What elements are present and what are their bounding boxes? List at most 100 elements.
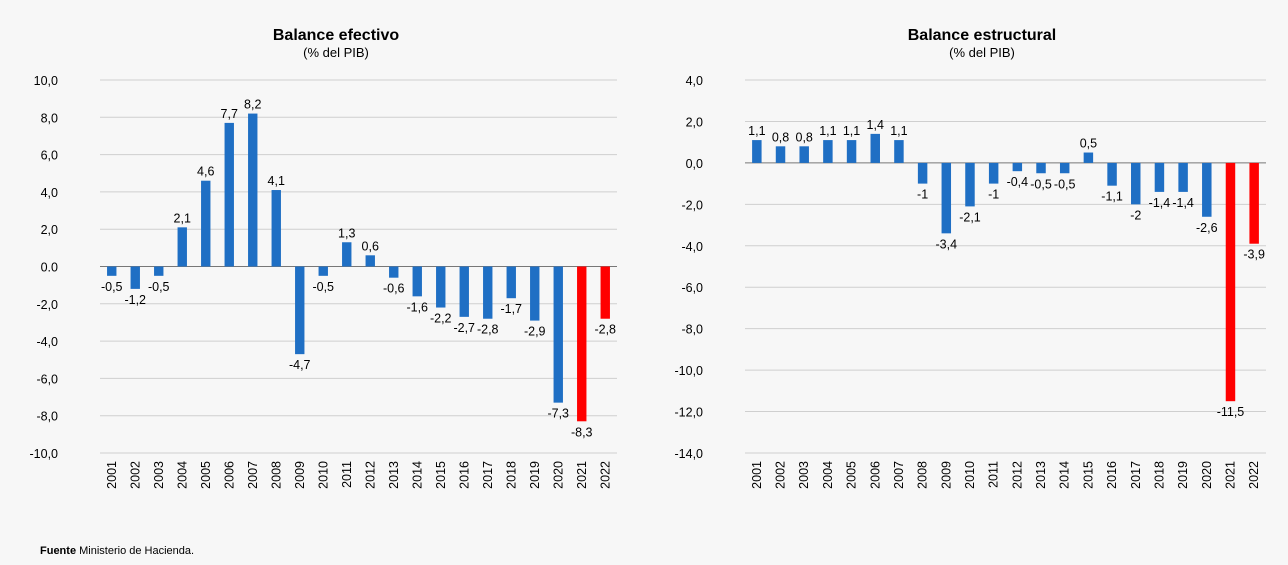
value-label: -11,5 [1217,405,1245,419]
x-tick-label: 2009 [939,461,953,489]
bar [248,113,258,267]
x-tick-label: 2017 [481,461,495,489]
value-label: -3,9 [1243,248,1265,262]
bar [1202,162,1212,217]
y-tick-label: 8,0 [41,111,58,125]
x-tick-label: 2021 [1223,461,1237,489]
value-label: -1,4 [1149,196,1171,210]
bar [436,266,446,308]
value-label: 4,6 [197,165,214,179]
y-tick-label: -14,0 [675,447,704,461]
y-tick-label: -10,0 [30,447,59,461]
value-label: -1,6 [406,300,428,314]
value-label: 0,8 [772,130,789,144]
y-tick-label: 0.0 [41,261,58,275]
source-label: Fuente [40,545,76,557]
y-tick-label: 4,0 [686,74,703,88]
value-label: -0,5 [312,280,334,294]
x-tick-label: 2002 [128,461,142,489]
y-tick-label: -6,0 [36,372,58,386]
x-tick-label: 2019 [528,461,542,489]
bar [799,146,809,163]
x-tick-label: 2008 [916,461,930,489]
value-label: 0,6 [362,239,379,253]
source: Fuente Ministerio de Hacienda. [40,545,194,557]
x-tick-label: 2009 [293,461,307,489]
value-label: -1 [917,188,928,202]
x-tick-label: 2016 [457,461,471,489]
bar [1059,162,1070,174]
x-tick-label: 2010 [963,461,977,489]
bar [271,190,281,267]
x-tick-label: 2014 [1058,461,1072,489]
y-tick-label: 4,0 [41,186,58,200]
bar [130,266,140,289]
x-tick-label: 2008 [269,461,283,489]
x-tick-label: 2006 [868,461,882,489]
x-tick-label: 2004 [821,461,835,489]
bar [1249,162,1259,244]
chart-title: Balance estructural [908,27,1057,44]
value-label: -1,7 [500,302,522,316]
x-tick-label: 2017 [1129,461,1143,489]
y-tick-label: -12,0 [675,406,704,420]
value-label: 1,1 [748,124,765,138]
x-tick-label: 2013 [1034,461,1048,489]
bar [201,180,211,267]
y-tick-label: -6,0 [681,281,703,295]
bar [1154,162,1165,192]
value-label: 1,1 [843,124,860,138]
value-label: 4,1 [268,174,285,188]
value-label: -1,1 [1101,190,1123,204]
bar [506,266,516,299]
value-label: -2,1 [959,210,981,224]
bar [1083,152,1094,163]
bar [1178,162,1188,192]
x-tick-label: 2016 [1105,461,1119,489]
value-label: -0,4 [1007,175,1029,189]
bar [600,266,610,319]
value-label: -2 [1130,208,1141,222]
bar [988,162,999,184]
value-label: -0,5 [1054,177,1076,191]
x-tick-label: 2004 [175,461,189,489]
bar [870,133,880,163]
x-tick-label: 2011 [987,461,1001,488]
y-tick-label: -2,0 [681,198,703,212]
value-label: -0,5 [101,280,123,294]
chart-title: Balance efectivo [273,27,400,44]
bar [917,162,928,184]
x-tick-label: 2001 [750,461,764,489]
y-tick-label: 10,0 [34,74,58,88]
value-label: -0,6 [383,282,405,296]
bar [752,140,762,163]
value-label: -2,9 [524,325,546,339]
x-tick-label: 2013 [387,461,401,489]
bar [941,162,952,234]
x-tick-label: 2007 [892,461,906,489]
x-tick-label: 2022 [598,461,612,489]
bar [1225,162,1236,402]
bar [412,266,422,297]
bar [318,266,328,276]
x-tick-label: 2005 [199,461,213,489]
bar [295,266,305,355]
bar [365,255,375,267]
value-label: -2,8 [594,323,616,337]
x-tick-label: 2022 [1247,461,1261,489]
x-tick-label: 2020 [1200,461,1214,489]
value-label: 0,5 [1080,137,1097,151]
chart-subtitle: (% del PIB) [949,45,1015,60]
bar [553,266,563,403]
x-tick-label: 2015 [434,461,448,489]
y-tick-label: -8,0 [681,323,703,337]
value-label: -1 [988,188,999,202]
value-label: 8,2 [244,98,261,112]
bar [1012,162,1023,172]
x-tick-label: 2003 [797,461,811,489]
bar [154,266,164,276]
y-tick-label: -4,0 [36,335,58,349]
x-tick-label: 2021 [575,461,589,489]
